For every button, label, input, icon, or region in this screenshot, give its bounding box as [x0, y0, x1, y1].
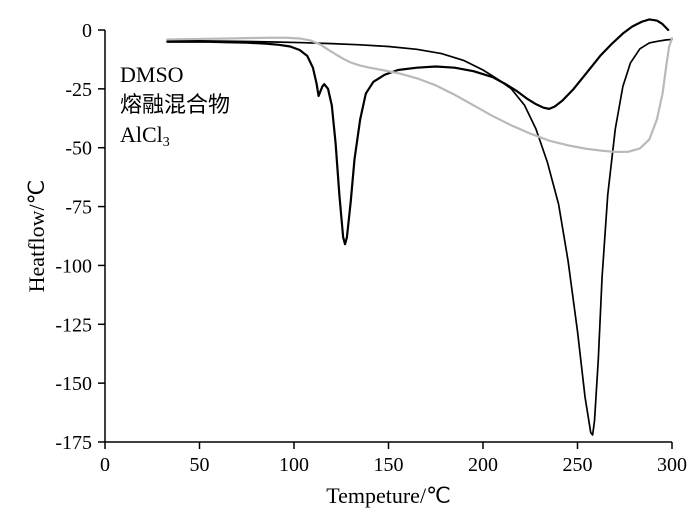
y-tick-label: -150: [55, 373, 92, 395]
y-tick-label: 0: [82, 20, 92, 42]
y-tick-label: -125: [55, 314, 92, 336]
x-tick-label: 100: [279, 454, 309, 476]
x-tick-label: 0: [100, 454, 110, 476]
y-tick-label: -25: [65, 79, 92, 101]
y-tick-label: -100: [55, 255, 92, 277]
legend-label: AlCl3: [120, 122, 170, 150]
x-axis-title: Tempeture/℃: [326, 483, 451, 508]
x-tick-label: 200: [468, 454, 498, 476]
x-tick-label: 300: [657, 454, 687, 476]
y-tick-label: -75: [65, 197, 92, 219]
y-tick-label: -175: [55, 432, 92, 454]
x-tick-label: 150: [374, 454, 404, 476]
chart-svg: 0 50 100 150 200 250 300 0 -25 -50 -75 -100 -125 -150…: [0, 0, 700, 514]
x-tick-label: 50: [190, 454, 210, 476]
legend-label: 熔融混合物: [120, 92, 230, 117]
y-tick-label: -50: [65, 138, 92, 160]
x-tick-label: 250: [563, 454, 593, 476]
legend-label: DMSO: [120, 62, 184, 87]
dsc-chart: 0 50 100 150 200 250 300 0 -25 -50 -75 -100 -125 -150…: [0, 0, 700, 514]
y-axis-title: Heatflow/℃: [24, 180, 49, 293]
